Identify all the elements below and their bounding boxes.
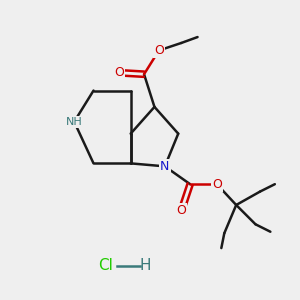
Text: N: N [160, 160, 170, 173]
Text: O: O [212, 178, 222, 191]
Text: O: O [176, 204, 186, 218]
Text: methyl: methyl [183, 40, 188, 41]
Text: NH: NH [66, 117, 83, 127]
Text: H: H [140, 258, 151, 273]
Text: O: O [154, 44, 164, 57]
Text: Cl: Cl [98, 258, 113, 273]
Text: O: O [114, 66, 124, 79]
